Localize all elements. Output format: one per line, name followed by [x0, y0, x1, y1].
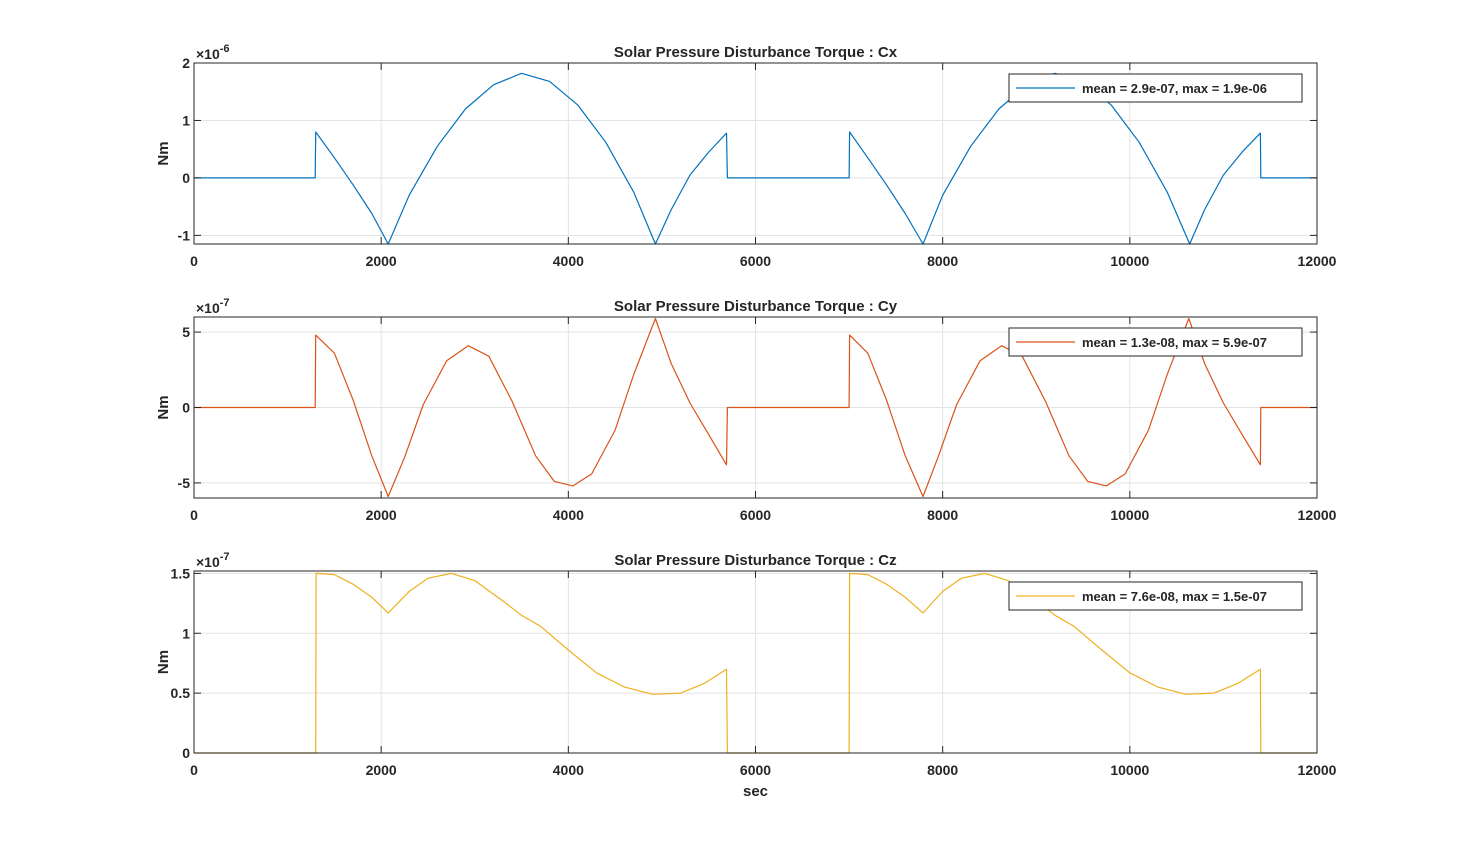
y-tick-label: 1.5: [171, 565, 191, 581]
series-line: [194, 72, 1317, 245]
y-exponent-label: ×10-7: [196, 551, 230, 570]
y-axis-label: Nm: [155, 141, 172, 165]
x-tick-label: 6000: [740, 762, 771, 778]
subplot-3: 0 2000 4000 6000 8000 10000 12000 0 0.5 1 1.5 ×10-7…: [155, 551, 1337, 800]
x-tick-label: 0: [190, 253, 198, 269]
x-tick-label: 0: [190, 507, 198, 523]
y-tick-label: -5: [178, 475, 191, 491]
x-tick-label: 12000: [1298, 253, 1337, 269]
y-exponent-label: ×10-7: [196, 297, 230, 316]
legend: mean = 1.3e-08, max = 5.9e-07: [1008, 327, 1303, 357]
legend: mean = 2.9e-07, max = 1.9e-06: [1008, 73, 1303, 103]
x-tick-label: 8000: [927, 253, 958, 269]
x-axis-label: sec: [743, 783, 768, 800]
y-tick-label: 0: [182, 170, 190, 186]
legend-entry: mean = 7.6e-08, max = 1.5e-07: [1082, 589, 1267, 604]
y-tick-label: 0: [182, 400, 190, 416]
subplot-1: 0 2000 4000 6000 8000 10000 12000 -1 0 1 2 ×10-6 Sol…: [155, 43, 1337, 269]
legend-entry: mean = 2.9e-07, max = 1.9e-06: [1082, 81, 1267, 96]
y-exponent-label: ×10-6: [196, 43, 230, 62]
x-tick-label: 4000: [553, 253, 584, 269]
series-line: [194, 317, 1317, 498]
x-tick-label: 8000: [927, 507, 958, 523]
y-tick-label: 0: [182, 745, 190, 761]
y-axis-label: Nm: [155, 650, 172, 674]
x-tick-label: 6000: [740, 507, 771, 523]
chart-title: Solar Pressure Disturbance Torque : Cz: [614, 552, 896, 569]
x-tick-label: 10000: [1110, 253, 1149, 269]
x-tick-label: 12000: [1298, 762, 1337, 778]
x-tick-label: 0: [190, 762, 198, 778]
chart-title: Solar Pressure Disturbance Torque : Cy: [614, 298, 898, 315]
x-tick-label: 12000: [1298, 507, 1337, 523]
y-tick-label: 0.5: [171, 685, 191, 701]
y-tick-label: 1: [182, 625, 190, 641]
y-tick-label: 2: [182, 55, 190, 71]
chart-title: Solar Pressure Disturbance Torque : Cx: [614, 44, 898, 61]
x-tick-label: 4000: [553, 762, 584, 778]
y-axis-label: Nm: [155, 395, 172, 419]
y-tick-label: 5: [182, 324, 190, 340]
x-tick-label: 10000: [1110, 762, 1149, 778]
x-tick-label: 10000: [1110, 507, 1149, 523]
x-tick-label: 2000: [366, 762, 397, 778]
subplot-2: 0 2000 4000 6000 8000 10000 12000 -5 0 5 ×10-7 Sola…: [155, 297, 1337, 523]
y-tick-label: 1: [182, 112, 190, 128]
x-tick-label: 8000: [927, 762, 958, 778]
legend: mean = 7.6e-08, max = 1.5e-07: [1008, 581, 1303, 611]
legend-entry: mean = 1.3e-08, max = 5.9e-07: [1082, 335, 1267, 350]
x-tick-label: 2000: [366, 507, 397, 523]
y-tick-label: -1: [178, 227, 191, 243]
x-tick-label: 6000: [740, 253, 771, 269]
x-tick-label: 2000: [366, 253, 397, 269]
x-tick-label: 4000: [553, 507, 584, 523]
